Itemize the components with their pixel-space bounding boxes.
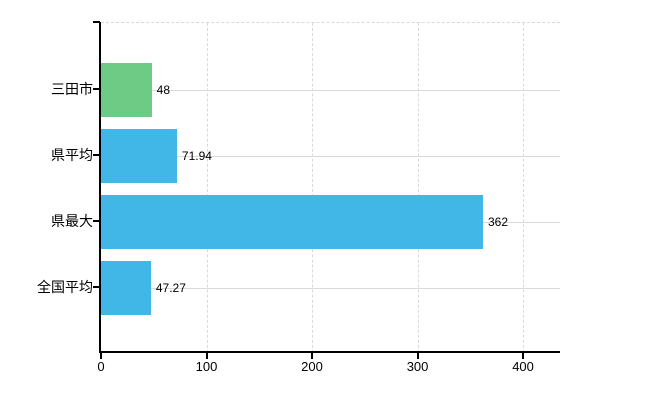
y-axis-tick	[93, 154, 100, 156]
x-axis-tick-label: 300	[406, 359, 429, 374]
x-axis-tick	[311, 353, 314, 359]
x-axis-tick-label: 0	[97, 359, 105, 374]
v-gridline	[206, 23, 208, 353]
h-gridline	[101, 90, 560, 91]
bar-value-label: 362	[487, 215, 508, 229]
x-axis-tick	[522, 353, 525, 359]
y-axis-label: 県最大	[51, 213, 93, 229]
x-axis-tick	[100, 353, 102, 359]
x-axis-tick-label: 100	[195, 359, 218, 374]
h-gridline	[101, 288, 560, 289]
y-axis-end-tick	[93, 21, 100, 23]
y-axis-tick	[93, 88, 100, 90]
bar	[101, 195, 483, 249]
y-axis-line	[99, 22, 101, 352]
v-gridline	[523, 23, 525, 353]
x-axis-line	[99, 351, 560, 353]
y-axis-tick	[93, 220, 100, 222]
bar	[101, 261, 151, 315]
v-gridline	[417, 23, 419, 353]
x-axis-tick	[205, 353, 208, 359]
y-axis-label: 三田市	[51, 81, 93, 97]
x-axis-tick	[416, 353, 419, 359]
bar-value-label: 48	[156, 83, 170, 97]
bar-value-label: 71.94	[181, 149, 212, 163]
v-gridline	[312, 23, 314, 353]
x-axis-tick-label: 400	[512, 359, 534, 374]
h-gridline	[101, 156, 560, 157]
plot-area: 48 71.94 362 47.27	[101, 22, 560, 353]
y-axis-label: 県平均	[51, 147, 93, 163]
bar	[101, 129, 177, 183]
bar-value-label: 47.27	[155, 281, 186, 295]
x-axis-tick-label: 200	[301, 359, 323, 374]
y-axis-label: 全国平均	[37, 279, 93, 295]
y-axis-tick	[93, 286, 100, 288]
bar	[101, 63, 152, 117]
